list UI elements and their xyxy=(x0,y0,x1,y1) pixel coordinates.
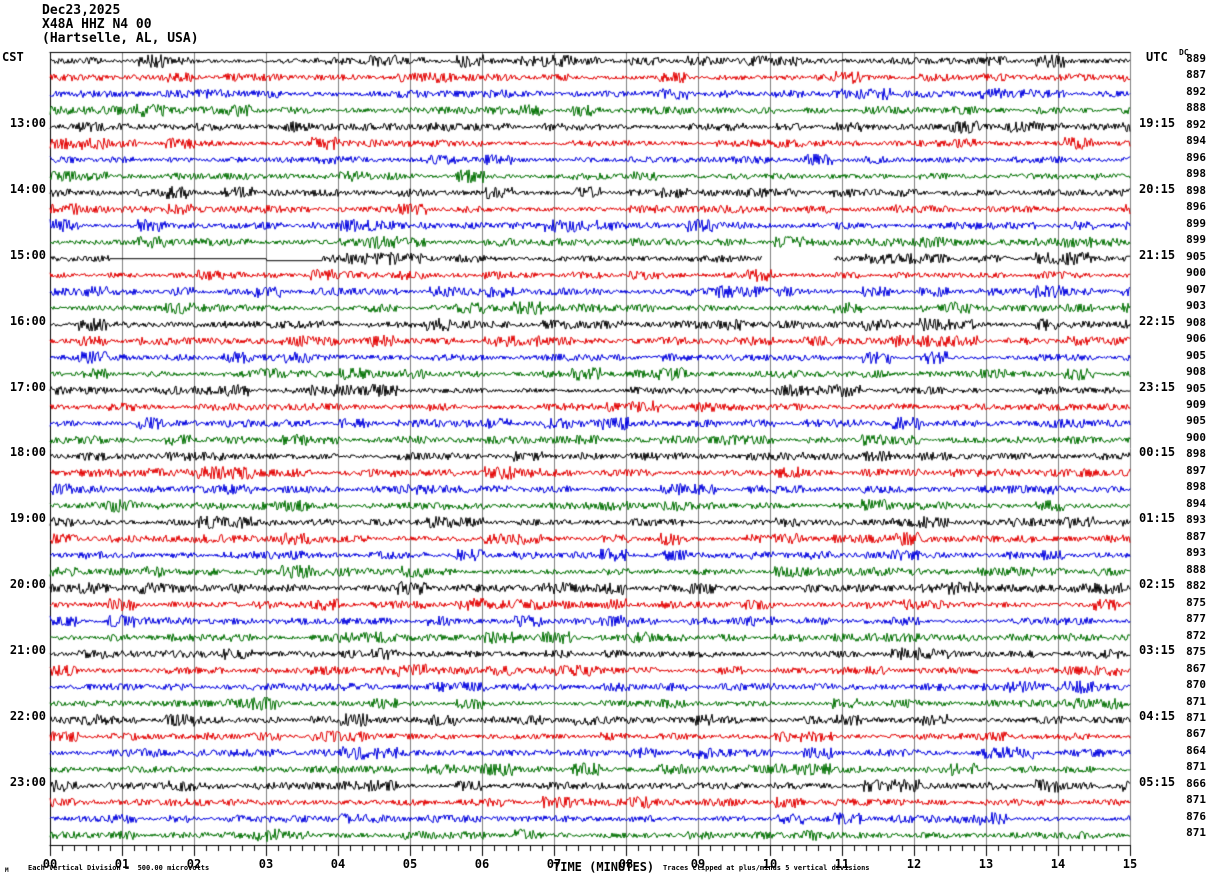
utc-hour-label: 03:15 xyxy=(1139,643,1176,658)
dc-offset-value: 893 xyxy=(1186,546,1206,560)
x-tick-label: 09 xyxy=(690,857,706,871)
cst-hour-label: 17:00 xyxy=(9,379,46,394)
utc-hour-label: 00:15 xyxy=(1139,445,1176,460)
cst-hour-label: 19:00 xyxy=(9,511,46,526)
utc-hour-label: 23:15 xyxy=(1139,379,1176,394)
dc-offset-value: 898 xyxy=(1186,447,1206,461)
dc-offset-value: 876 xyxy=(1186,809,1206,823)
cst-hour-label: 21:00 xyxy=(9,643,46,658)
x-tick-label: 03 xyxy=(258,857,274,871)
dc-offset-value: 907 xyxy=(1186,282,1206,296)
dc-offset-value: 906 xyxy=(1186,332,1206,346)
x-tick-label: 14 xyxy=(1050,857,1066,871)
cst-hour-label: 22:00 xyxy=(9,709,46,723)
dc-offset-value: 871 xyxy=(1186,826,1206,840)
dc-offset-value: 900 xyxy=(1186,266,1206,280)
utc-hour-label: 05:15 xyxy=(1139,774,1176,789)
x-tick-label: 01 xyxy=(114,857,130,871)
dc-offset-value: 894 xyxy=(1186,134,1206,148)
dc-offset-value: 892 xyxy=(1186,84,1206,98)
x-tick-label: 04 xyxy=(330,857,346,871)
dc-offset-value: 905 xyxy=(1186,381,1206,395)
dc-offset-value: 909 xyxy=(1186,397,1206,411)
dc-offset-value: 905 xyxy=(1186,414,1206,428)
dc-offset-value: 905 xyxy=(1186,249,1206,263)
utc-hour-label: 04:15 xyxy=(1139,709,1176,723)
cst-hour-label: 20:00 xyxy=(9,577,46,592)
dc-offset-value: 897 xyxy=(1186,463,1206,477)
x-tick-label: 11 xyxy=(834,857,850,871)
dc-offset-header: DC xyxy=(1179,48,1189,57)
dc-offset-value: 888 xyxy=(1186,562,1206,576)
dc-offset-value: 867 xyxy=(1186,661,1206,675)
utc-hour-label: 01:15 xyxy=(1139,511,1176,526)
dc-offset-value: 889 xyxy=(1186,52,1206,65)
x-tick-label: 02 xyxy=(186,857,202,871)
corner-watermark: M xyxy=(5,867,9,874)
plot-date: Dec23,2025 xyxy=(42,3,121,18)
dc-offset-value: 877 xyxy=(1186,612,1206,626)
dc-offset-value: 888 xyxy=(1186,101,1206,115)
dc-offset-value: 866 xyxy=(1186,776,1206,790)
dc-offset-value: 875 xyxy=(1186,595,1206,609)
dc-offset-value: 900 xyxy=(1186,430,1206,444)
dc-offset-value: 896 xyxy=(1186,200,1206,214)
dc-offset-value: 870 xyxy=(1186,678,1206,692)
dc-offset-value: 899 xyxy=(1186,216,1206,230)
utc-hour-label: 21:15 xyxy=(1139,247,1176,262)
plot-location: (Hartselle, AL, USA) xyxy=(42,31,199,46)
dc-offset-value: 908 xyxy=(1186,365,1206,379)
x-tick-label: 07 xyxy=(546,857,562,871)
dc-offset-value: 871 xyxy=(1186,711,1206,724)
x-tick-label: 05 xyxy=(402,857,418,871)
dc-offset-value: 875 xyxy=(1186,645,1206,659)
dc-offset-value: 898 xyxy=(1186,480,1206,494)
dc-offset-value: 894 xyxy=(1186,496,1206,510)
x-tick-label: 00 xyxy=(42,857,58,871)
left-axis-header-cst: CST xyxy=(2,50,24,64)
dc-offset-value: 908 xyxy=(1186,315,1206,329)
x-tick-label: 13 xyxy=(978,857,994,871)
right-axis-header-utc: UTC xyxy=(1146,50,1168,64)
dc-offset-value: 871 xyxy=(1186,793,1206,807)
utc-hour-label: 20:15 xyxy=(1139,181,1176,196)
dc-offset-value: 887 xyxy=(1186,68,1206,82)
dc-offset-value: 903 xyxy=(1186,299,1206,313)
dc-offset-value: 899 xyxy=(1186,233,1206,247)
cst-hour-label: 13:00 xyxy=(9,115,46,130)
dc-offset-value: 898 xyxy=(1186,167,1206,181)
dc-offset-value: 898 xyxy=(1186,183,1206,197)
utc-hour-label: 19:15 xyxy=(1139,115,1176,130)
cst-hour-label: 14:00 xyxy=(9,181,46,196)
utc-hour-label: 22:15 xyxy=(1139,313,1176,328)
x-axis-title: TIME (MINUTES) xyxy=(553,860,655,874)
dc-offset-value: 867 xyxy=(1186,727,1206,741)
dc-offset-value: 896 xyxy=(1186,150,1206,164)
plot-station: X48A HHZ N4 00 xyxy=(42,17,152,32)
x-tick-label: 15 xyxy=(1122,857,1138,871)
scale-note: Each Vertical Division = 500.00 microvol… xyxy=(28,864,210,872)
dc-offset-value: 872 xyxy=(1186,628,1206,642)
dc-offset-value: 864 xyxy=(1186,743,1206,757)
cst-hour-label: 23:00 xyxy=(9,774,46,789)
x-tick-label: 10 xyxy=(762,857,778,871)
dc-offset-value: 871 xyxy=(1186,760,1206,774)
dc-offset-value: 887 xyxy=(1186,529,1206,543)
x-tick-label: 06 xyxy=(474,857,490,871)
dc-offset-value: 871 xyxy=(1186,694,1206,708)
x-tick-label: 12 xyxy=(906,857,922,871)
cst-hour-label: 18:00 xyxy=(9,445,46,460)
dc-offset-value: 892 xyxy=(1186,117,1206,131)
utc-hour-label: 02:15 xyxy=(1139,577,1176,592)
clip-note: Traces clipped at plus/minus 5 vertical … xyxy=(663,864,870,872)
x-tick-label: 08 xyxy=(618,857,634,871)
cst-hour-label: 15:00 xyxy=(9,247,46,262)
dc-offset-value: 882 xyxy=(1186,579,1206,593)
dc-offset-value: 905 xyxy=(1186,348,1206,362)
cst-hour-label: 16:00 xyxy=(9,313,46,328)
dc-offset-value: 893 xyxy=(1186,513,1206,527)
